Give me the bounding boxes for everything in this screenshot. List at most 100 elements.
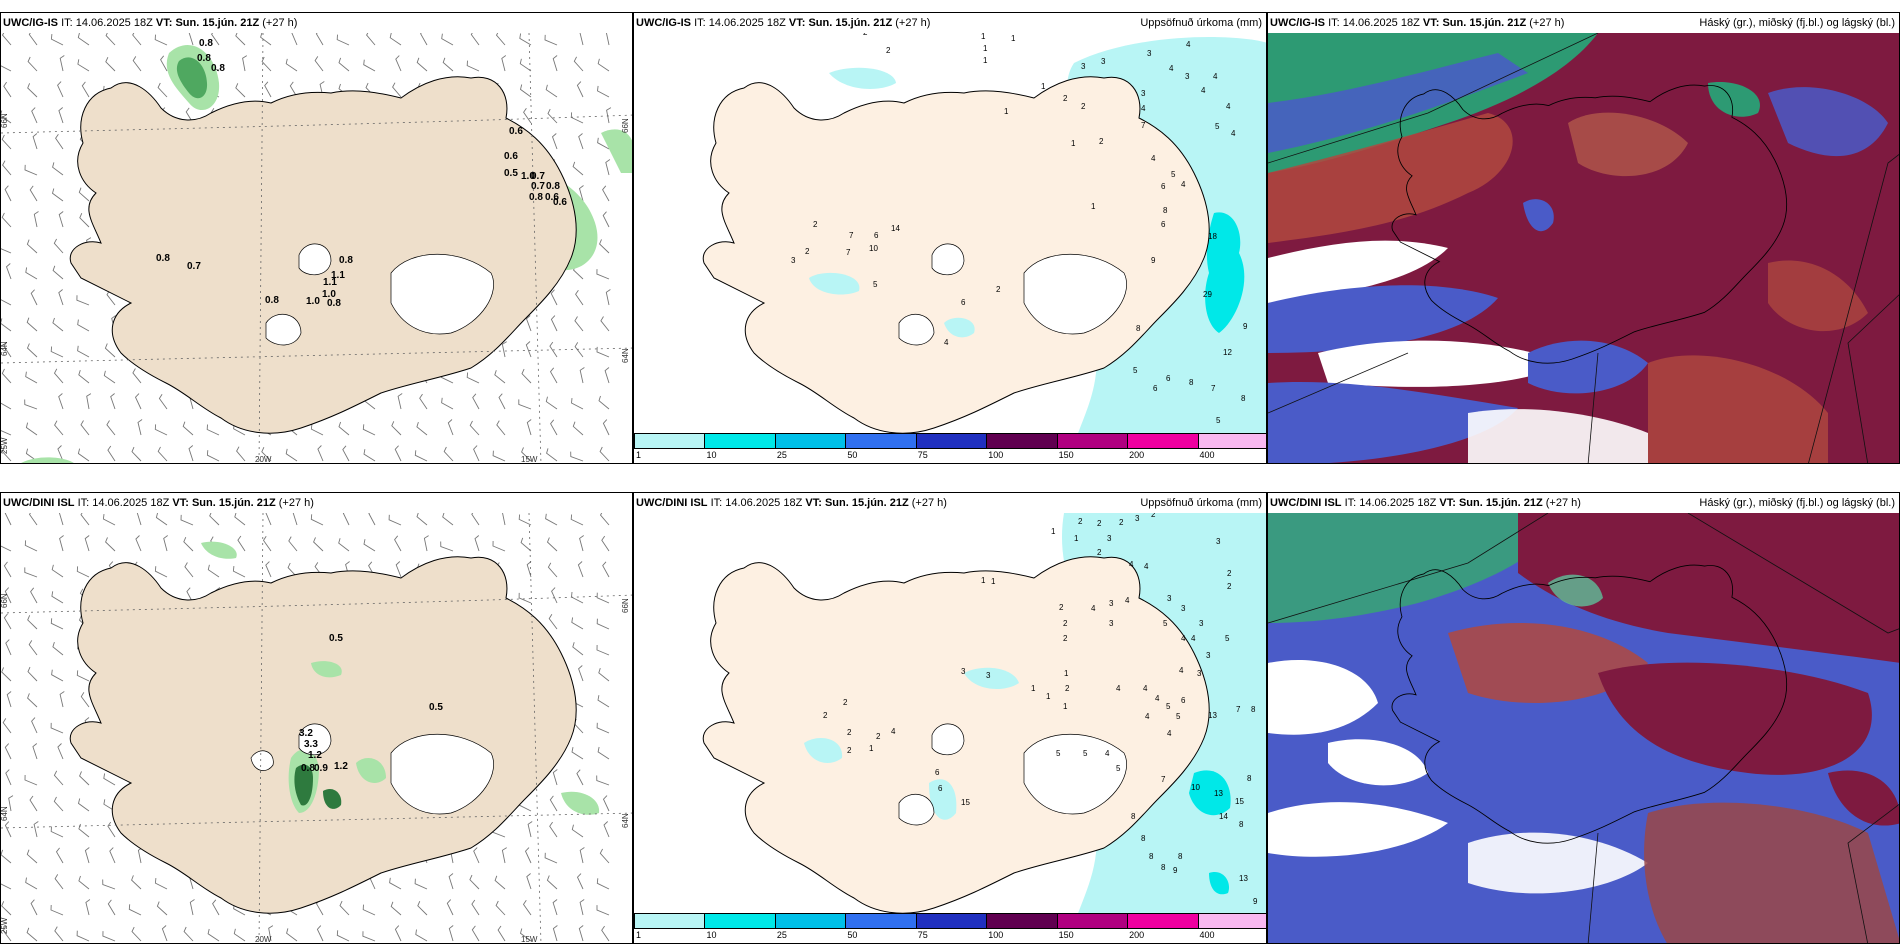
value-label: 1 <box>983 44 988 53</box>
value-label: 1.1 <box>331 270 345 281</box>
value-label: 2 <box>1063 94 1068 103</box>
wind-barb <box>4 743 12 760</box>
wind-barb <box>76 670 90 682</box>
wind-barb <box>106 420 116 436</box>
it-label: IT: <box>710 497 723 509</box>
wind-barb <box>235 33 246 46</box>
wind-barb <box>471 925 480 942</box>
wind-barb <box>31 717 38 734</box>
wind-barb <box>33 211 39 228</box>
wind-map: 0.50.53.23.31.20.8 0.9 1.2 66N 64N 25W 20W… <box>1 513 632 943</box>
colorbar-segment <box>1197 433 1266 449</box>
wind-barb <box>596 269 610 280</box>
country-borders <box>1268 33 1899 463</box>
value-label: 0.8 <box>199 33 213 36</box>
value-label: 4 <box>1116 684 1121 693</box>
value-label: 7 <box>1161 775 1166 784</box>
wind-barb <box>552 899 558 916</box>
wind-barb <box>30 587 38 604</box>
wind-barb <box>54 420 64 436</box>
wind-barb <box>53 238 64 254</box>
value-label: 8 <box>1136 324 1141 333</box>
wind-barb <box>2 926 12 942</box>
wind-barb <box>596 346 610 358</box>
value-label: 1 <box>991 577 996 586</box>
wind-barb <box>78 823 90 838</box>
precip-value-labels: 2211111122121276101472356243234433343445… <box>791 33 1248 425</box>
wind-barb <box>596 722 610 734</box>
wind-barb <box>416 513 428 526</box>
precip-area <box>1189 770 1231 816</box>
colorbar-segment <box>915 433 988 449</box>
wind-value-labels: 0.50.53.23.31.20.8 0.9 1.2 <box>299 633 443 774</box>
wind-barb <box>519 58 532 72</box>
value-label: 6 <box>1181 696 1186 705</box>
glacier <box>298 723 332 756</box>
clear-area <box>1268 240 1448 303</box>
value-label: 0.7 <box>531 171 545 182</box>
panel-header: UWC/DINI ISL IT: 14.06.2025 18Z VT: Sun.… <box>634 493 1266 513</box>
wind-barb <box>161 925 168 942</box>
colorbar-segment <box>845 913 917 929</box>
model-name: UWC/IG-IS <box>636 17 691 29</box>
wind-barb <box>391 421 402 436</box>
wind-barb <box>579 847 585 864</box>
wind-barb <box>601 535 610 552</box>
wind-barb <box>1 212 12 228</box>
wind-barb <box>57 445 64 462</box>
wind-barb <box>57 81 64 98</box>
wind-barb <box>286 928 298 942</box>
valid-time: Sun. 15.jún. 21Z <box>175 17 260 29</box>
colorbar-segment <box>915 913 988 929</box>
value-label: 1.0 <box>521 171 535 182</box>
value-label: 18 <box>1208 232 1217 241</box>
vt-label: VT: <box>805 497 822 509</box>
wind-barb <box>527 821 533 838</box>
value-label: 13 <box>1208 711 1217 720</box>
wind-barb <box>24 567 38 578</box>
wind-barb <box>292 513 298 526</box>
wind-barb <box>4 587 12 604</box>
value-label: 2 <box>876 732 881 741</box>
precip-map-panel-dini: UWC/DINI ISL IT: 14.06.2025 18Z VT: Sun.… <box>633 492 1267 944</box>
wind-barb <box>523 107 532 124</box>
wind-barb <box>552 769 558 786</box>
wind-barb <box>2 718 12 734</box>
wind-barb <box>3 341 12 358</box>
glacier <box>250 750 274 771</box>
value-label: 6 <box>1161 182 1166 191</box>
value-label: 1 <box>1031 684 1036 693</box>
wind-barb <box>1 134 12 150</box>
wind-barb <box>550 289 558 306</box>
value-label: 1 <box>1041 82 1046 91</box>
value-label: 4 <box>1141 104 1146 113</box>
cloud-map-panel-ig-is: UWC/IG-IS IT: 14.06.2025 18Z VT: Sun. 15… <box>1267 12 1900 464</box>
mid-cloud-area <box>1523 199 1554 232</box>
value-label: 4 <box>1181 180 1186 189</box>
vt-label: VT: <box>172 497 189 509</box>
wind-barb <box>188 33 194 46</box>
value-label: 1 <box>869 744 874 753</box>
wind-barb <box>571 398 584 410</box>
wind-barb <box>441 33 454 46</box>
wind-barb <box>157 446 168 462</box>
wind-barb <box>261 56 272 72</box>
panel-header: UWC/IG-IS IT: 14.06.2025 18Z VT: Sun. 15… <box>634 13 1266 33</box>
wind-barb <box>578 665 584 682</box>
wind-barb <box>366 33 376 46</box>
wind-barb <box>574 316 584 332</box>
wind-barb <box>521 368 532 384</box>
value-label: 6 <box>1161 220 1166 229</box>
wind-barb <box>470 33 480 46</box>
colorbar-segment <box>845 433 917 449</box>
wind-barb <box>233 928 246 942</box>
graticule <box>1 513 632 943</box>
wind-barb <box>575 289 584 306</box>
wind-barb <box>76 930 90 942</box>
glacier <box>390 253 494 335</box>
value-label: 3 <box>1147 49 1152 58</box>
value-label: 3 <box>1206 651 1211 660</box>
wind-barb <box>525 341 532 358</box>
wind-map: 0.80.80.80.80.60.60.51.00.70.70.80.80.60… <box>1 33 632 463</box>
wind-barb <box>206 424 220 436</box>
